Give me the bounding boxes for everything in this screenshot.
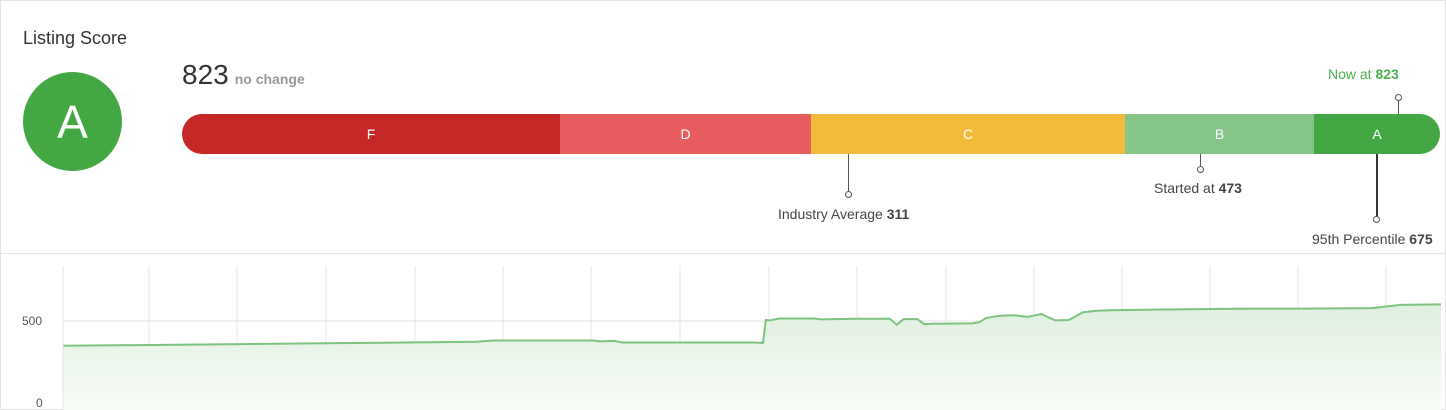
percentile-text: 95th Percentile	[1312, 231, 1406, 247]
grade-letter: A	[57, 95, 88, 148]
score-change: no change	[234, 71, 305, 87]
score-summary: 823 no change	[182, 59, 305, 91]
grade-scale-bar: F D C B A	[182, 114, 1440, 154]
grade-segment-c: C	[811, 114, 1125, 154]
grade-segment-d: D	[560, 114, 811, 154]
percentile-marker-line	[1376, 154, 1378, 217]
industry-marker-line	[848, 154, 849, 192]
grade-segment-label: A	[1372, 126, 1382, 142]
now-marker-line	[1398, 101, 1399, 114]
started-marker-dot	[1197, 166, 1204, 173]
industry-value: 311	[886, 206, 910, 222]
industry-text: Industry Average	[778, 206, 883, 222]
score-history-line	[62, 303, 1442, 347]
percentile-value: 675	[1409, 231, 1433, 247]
grade-segment-label: B	[1214, 126, 1225, 142]
current-score: 823	[182, 59, 229, 90]
percentile-marker-dot	[1373, 216, 1380, 223]
industry-marker-label: Industry Average 311	[778, 206, 909, 222]
grade-badge: A	[23, 72, 122, 171]
started-marker-line	[1200, 154, 1201, 167]
section-divider	[1, 253, 1446, 254]
now-text: Now at	[1328, 66, 1372, 82]
started-value: 473	[1218, 180, 1242, 196]
card-title: Listing Score	[23, 28, 128, 48]
started-text: Started at	[1154, 180, 1215, 196]
grade-segment-label: F	[366, 126, 376, 142]
grade-segment-b: B	[1125, 114, 1314, 154]
started-marker-label: Started at 473	[1154, 180, 1242, 196]
grade-segment-label: C	[962, 126, 974, 142]
y-tick-label: 500	[22, 314, 43, 328]
now-marker-label: Now at 823	[1328, 66, 1399, 82]
now-value: 823	[1375, 66, 1399, 82]
grade-segment-label: D	[680, 126, 691, 142]
score-history-chart	[62, 266, 1442, 410]
grade-segment-a: A	[1314, 114, 1440, 154]
now-marker-dot	[1395, 94, 1402, 101]
percentile-marker-label: 95th Percentile 675	[1312, 231, 1433, 247]
score-history-area	[63, 304, 1441, 410]
industry-marker-dot	[845, 191, 852, 198]
grade-segment-f: F	[182, 114, 560, 154]
y-tick-label: 0	[36, 396, 43, 410]
